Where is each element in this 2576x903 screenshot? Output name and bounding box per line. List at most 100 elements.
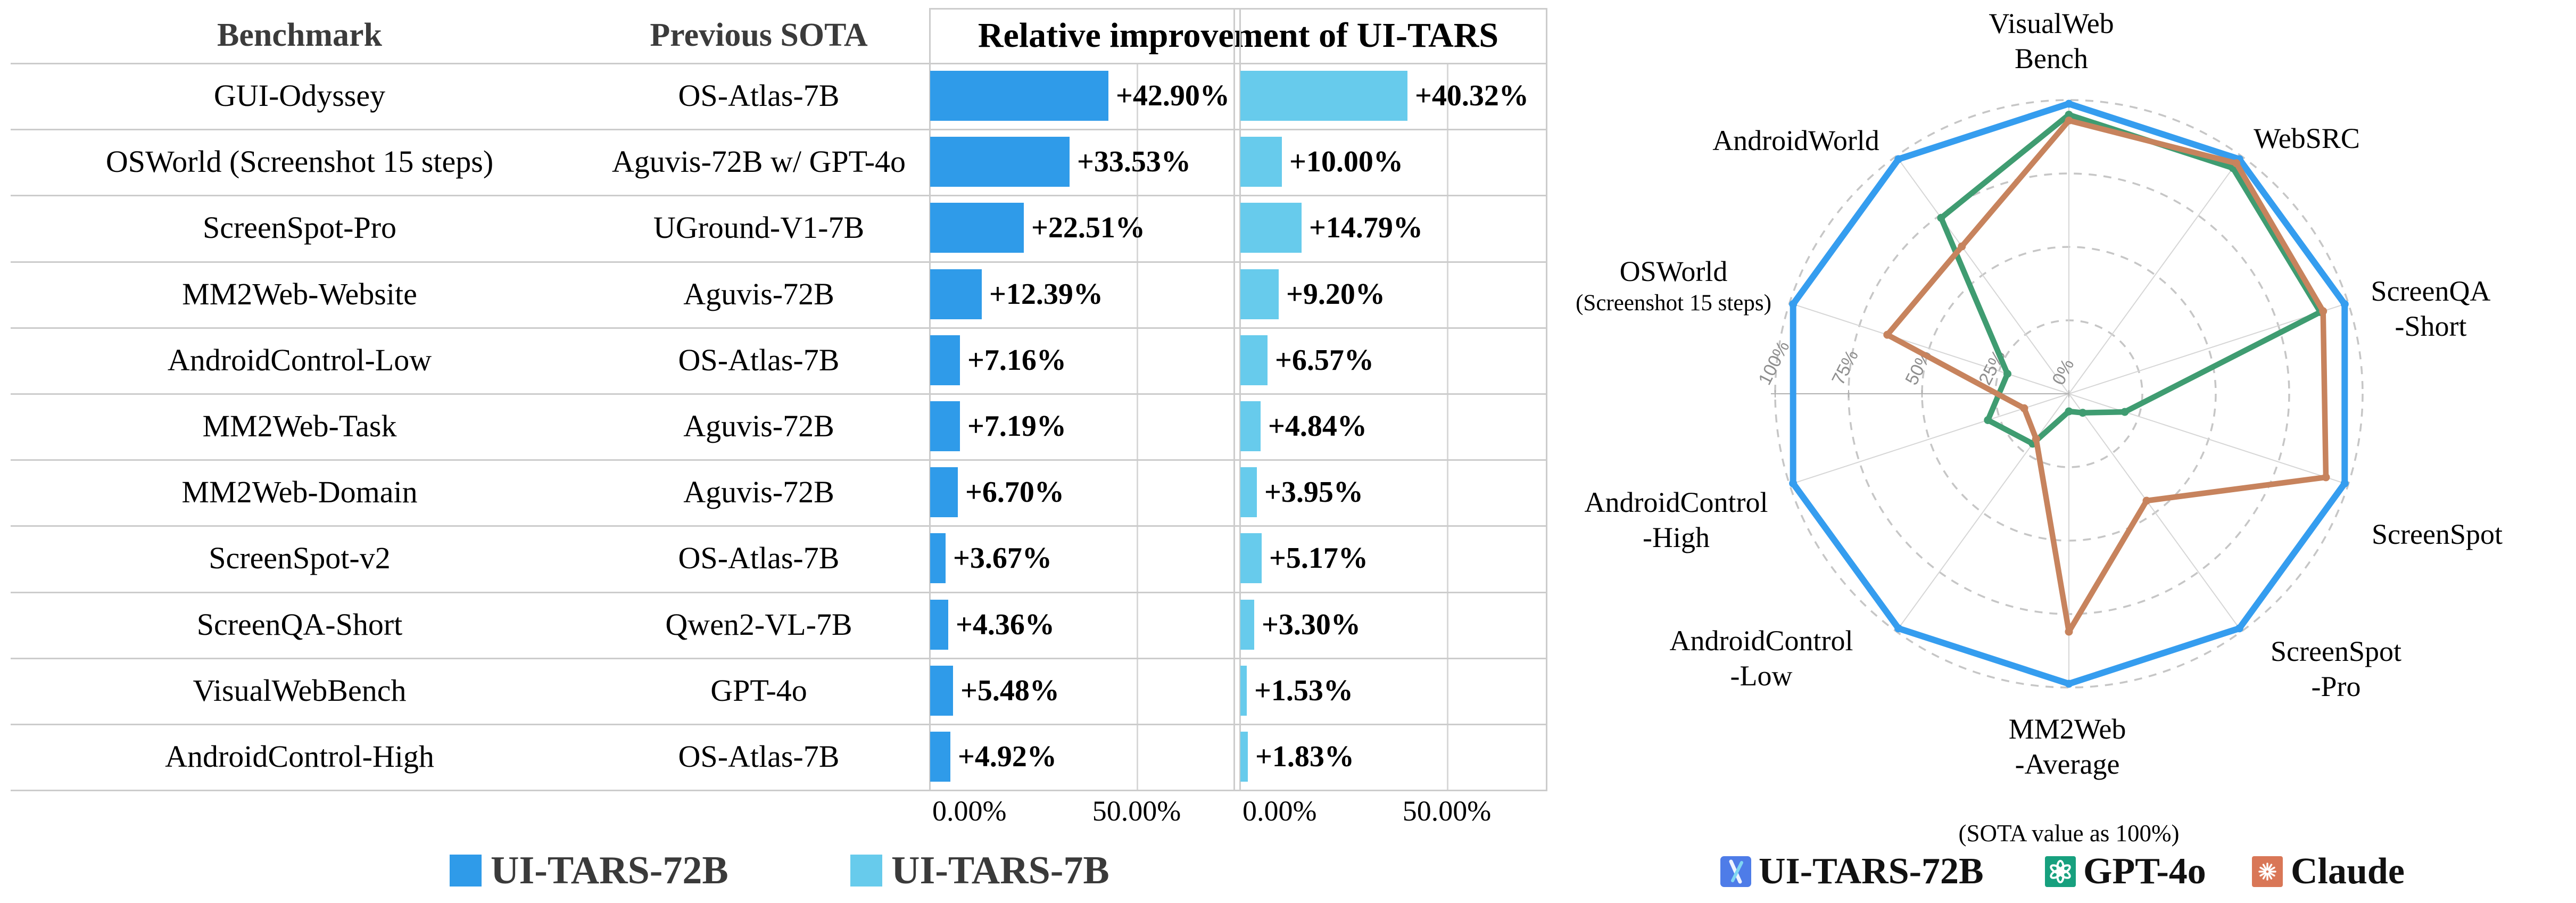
radar-vertex-marker	[1883, 330, 1892, 339]
bar-value-label: +3.30%	[1262, 608, 1361, 641]
bar-value-label: +5.17%	[1269, 542, 1368, 575]
radar-vertex-marker	[2340, 300, 2349, 309]
benchmark-cell: ScreenQA-Short	[196, 607, 403, 642]
bar-value-label: +1.53%	[1254, 674, 1353, 707]
bar-ui-tars-72b	[930, 269, 982, 319]
benchmark-cell: MM2Web-Task	[202, 409, 397, 443]
radar-vertex-marker	[2065, 680, 2073, 688]
bar-value-label: +6.70%	[965, 476, 1064, 509]
bar-value-label: +1.83%	[1255, 740, 1354, 773]
row-separator	[11, 195, 1547, 196]
benchmark-cell: MM2Web-Website	[182, 277, 417, 311]
bar-ui-tars-72b	[930, 666, 953, 716]
radar-vertex-marker	[2065, 100, 2073, 108]
radar-axis-label-androidcontrol-high: AndroidControl -High	[1584, 486, 1768, 553]
radar-vertex-marker	[2340, 479, 2349, 487]
radar-vertex-marker	[2319, 307, 2327, 316]
radar-legend-label-gpt-4o: GPT-4o	[2083, 851, 2206, 892]
radar-vertex-marker	[2020, 404, 2028, 412]
bar-value-label: +14.79%	[1309, 211, 1423, 244]
benchmark-cell: GUI-Odyssey	[213, 78, 386, 113]
radar-vertex-marker	[2065, 627, 2073, 636]
radar-tick-label: 100%	[1754, 338, 1793, 388]
legend-swatch-ui-tars-72b	[450, 855, 482, 887]
bar-value-label: +4.84%	[1268, 410, 1367, 443]
bar-value-label: +9.20%	[1286, 278, 1385, 311]
prev-sota-cell: OS-Atlas-7B	[678, 739, 840, 774]
radar-spoke	[2068, 393, 2349, 485]
bar-value-label: +3.95%	[1264, 476, 1363, 509]
benchmark-cell: MM2Web-Domain	[181, 475, 418, 509]
radar-axis-label-osworld-screenshot-15-steps-: OSWorld (Screenshot 15 steps)	[1576, 255, 1771, 316]
bar-value-label: +6.57%	[1275, 344, 1374, 377]
bar-col1-right-border	[1233, 8, 1235, 790]
bar-panel-top-border	[929, 8, 1547, 10]
openai-logo-icon	[2045, 856, 2076, 887]
axis-tick-50-col2: 50.00%	[1402, 795, 1492, 827]
bar-value-label: +7.19%	[967, 410, 1066, 443]
benchmark-cell: AndroidControl-High	[165, 739, 434, 774]
row-separator	[11, 592, 1547, 593]
bar-ui-tars-72b	[930, 732, 950, 782]
bar-value-label: +10.00%	[1289, 145, 1403, 178]
legend-swatch-ui-tars-7b	[850, 855, 882, 887]
bar-ui-tars-7b	[1240, 600, 1254, 650]
bar-ui-tars-72b	[930, 335, 960, 385]
radar-vertex-marker	[1894, 624, 1903, 633]
radar-axis-label-websrc: WebSRC	[2254, 122, 2360, 154]
prev-sota-cell: Aguvis-72B w/ GPT-4o	[611, 144, 906, 179]
axis-tick-50-col1: 50.00%	[1092, 795, 1181, 827]
prev-sota-cell: GPT-4o	[710, 673, 807, 708]
radar-gridline-ring	[1774, 99, 2364, 689]
bar-value-label: +7.16%	[967, 344, 1066, 377]
radar-vertex-marker	[2032, 435, 2040, 443]
prev-sota-cell: Aguvis-72B	[683, 277, 834, 311]
bar-ui-tars-7b	[1240, 335, 1268, 385]
row-separator	[11, 63, 1547, 64]
row-separator	[11, 261, 1547, 263]
col-header-prev-sota: Previous SOTA	[650, 17, 868, 53]
bar-ui-tars-72b	[930, 137, 1070, 187]
radar-vertex-marker	[2121, 408, 2129, 416]
row-separator	[11, 658, 1547, 659]
bar-col2-right-border	[1546, 8, 1547, 790]
bar-ui-tars-7b	[1240, 666, 1247, 716]
radar-axis-label-mm2web-average: MM2Web -Average	[2008, 713, 2126, 780]
prev-sota-cell: Aguvis-72B	[683, 475, 834, 509]
row-separator	[11, 393, 1547, 395]
radar-axis-label-screenspot: ScreenSpot	[2372, 518, 2503, 550]
bar-ui-tars-7b	[1240, 71, 1407, 121]
bar-value-label: +4.36%	[956, 608, 1055, 641]
radar-vertex-marker	[1894, 155, 1903, 163]
radar-chart: 100% 75% 50% 25% 0%	[1754, 99, 2364, 689]
axis-tick-0-col1: 0.00%	[932, 795, 1007, 827]
bar-ui-tars-72b	[930, 71, 1108, 121]
radar-vertex-marker	[2065, 117, 2073, 125]
bar-col1-left-border	[929, 8, 931, 790]
radar-note: (SOTA value as 100%)	[1958, 820, 2180, 847]
bar-value-label: +4.92%	[958, 740, 1057, 773]
radar-vertex-marker	[2003, 370, 2011, 378]
radar-vertex-marker	[2322, 473, 2330, 482]
benchmark-cell: OSWorld (Screenshot 15 steps)	[105, 144, 494, 179]
radar-axis-label-screenspot-pro: ScreenSpot -Pro	[2271, 635, 2401, 702]
benchmark-cell: VisualWebBench	[193, 673, 407, 708]
radar-vertex-marker	[1958, 242, 1966, 251]
row-separator	[11, 525, 1547, 527]
bar-panel-title: Relative improvement of UI-TARS	[978, 16, 1499, 55]
bar-col2-left-border	[1239, 8, 1241, 790]
radar-axis-label-screenqa-short: ScreenQA -Short	[2371, 275, 2491, 342]
claude-logo-icon	[2252, 856, 2283, 887]
bar-value-label: +22.51%	[1031, 211, 1145, 244]
axis-tick-0-col2: 0.00%	[1243, 795, 1317, 827]
radar-vertex-marker	[1789, 300, 1798, 309]
bar-value-label: +40.32%	[1415, 79, 1529, 112]
bar-ui-tars-72b	[930, 533, 946, 583]
radar-vertex-marker	[2235, 624, 2243, 633]
legend-label-ui-tars-72b: UI-TARS-72B	[491, 849, 728, 892]
radar-spoke	[2068, 155, 2242, 394]
benchmark-cell: AndroidControl-Low	[167, 343, 432, 377]
radar-spoke	[2068, 302, 2349, 394]
bar-value-label: +42.90%	[1116, 79, 1230, 112]
bar-ui-tars-72b	[930, 203, 1024, 253]
